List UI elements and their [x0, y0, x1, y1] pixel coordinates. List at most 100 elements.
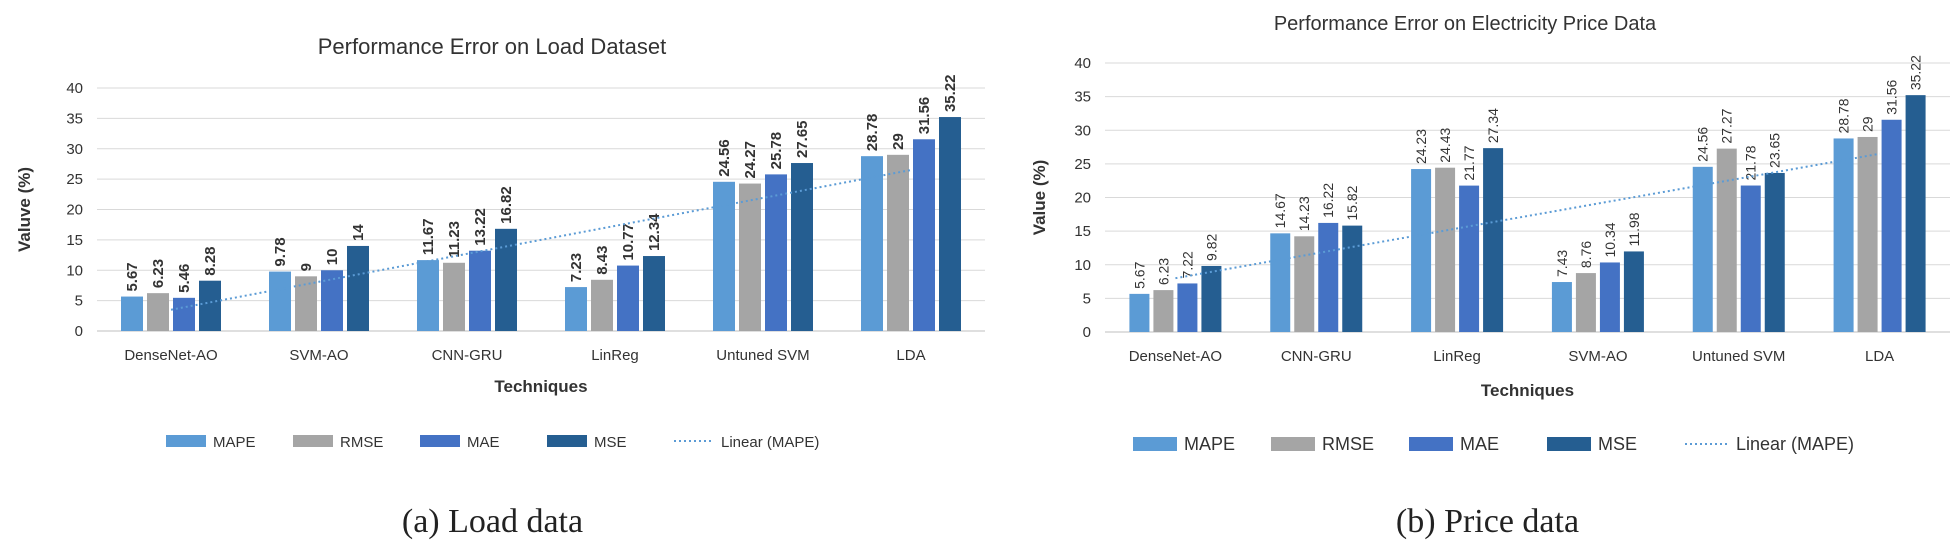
data-label: 29: [1860, 116, 1876, 132]
legend-label-trendline: Linear (MAPE): [1736, 434, 1854, 454]
legend-swatch-mae: [420, 435, 460, 447]
data-label: 6.23: [150, 259, 167, 288]
data-label: 16.22: [1320, 183, 1336, 218]
data-label: 10: [324, 249, 341, 266]
data-label: 14.23: [1296, 196, 1312, 231]
chart-electricity-price: Performance Error on Electricity Price D…: [1030, 13, 1950, 454]
bar-rmse: [591, 279, 613, 331]
bar-rmse: [1575, 273, 1596, 332]
data-label: 15.82: [1344, 185, 1360, 220]
legend-label-mape: MAPE: [213, 434, 256, 451]
bar-rmse: [739, 183, 761, 331]
data-label: 9.78: [272, 237, 289, 266]
data-label: 8.76: [1578, 241, 1594, 268]
data-label: 11.23: [446, 221, 463, 258]
y-tick-label: 0: [75, 323, 83, 340]
legend-swatch-rmse: [1271, 437, 1315, 451]
x-tick-label: Untuned SVM: [1692, 348, 1785, 365]
y-tick-label: 10: [66, 262, 83, 279]
data-label: 7.22: [1179, 251, 1195, 278]
legend-swatch-rmse: [293, 435, 333, 447]
data-label: 21.78: [1743, 145, 1759, 180]
bar-mae: [765, 174, 787, 331]
data-label: 27.65: [794, 120, 811, 158]
y-tick-label: 0: [1083, 324, 1091, 341]
data-label: 5.67: [1131, 261, 1147, 288]
data-label: 9: [298, 263, 315, 271]
x-tick-label: LDA: [1865, 348, 1894, 365]
y-tick-label: 15: [1074, 223, 1091, 240]
data-label: 9.82: [1203, 233, 1219, 260]
legend-label-mse: MSE: [1598, 434, 1637, 454]
bar-mae: [617, 265, 639, 331]
data-label: 35.22: [942, 74, 959, 112]
x-tick-label: CNN-GRU: [432, 347, 503, 364]
bar-mae: [1599, 262, 1620, 332]
bar-mae: [321, 270, 343, 331]
bar-mse: [1483, 148, 1504, 332]
data-label: 5.67: [124, 262, 141, 291]
data-label: 8.28: [202, 246, 219, 275]
caption-price-data: (b) Price data: [1395, 503, 1580, 540]
data-label: 10.77: [620, 223, 637, 261]
y-tick-label: 30: [1074, 122, 1091, 139]
bar-rmse: [147, 293, 169, 331]
bar-rmse: [1153, 290, 1174, 332]
bar-mse: [1342, 225, 1363, 332]
bar-mae: [1881, 119, 1902, 332]
bar-mape: [1270, 233, 1291, 332]
y-tick-label: 20: [1074, 190, 1091, 207]
x-tick-label: SVM-AO: [289, 347, 348, 364]
data-label: 10.34: [1602, 222, 1618, 257]
bar-mse: [1623, 251, 1644, 332]
caption-load-data: (a) Load data: [401, 503, 584, 540]
bar-rmse: [1294, 236, 1315, 332]
bar-mape: [1833, 138, 1854, 332]
y-tick-label: 15: [66, 232, 83, 249]
bar-mse: [1905, 95, 1926, 332]
y-tick-label: 40: [66, 80, 83, 97]
bar-rmse: [443, 262, 465, 331]
data-label: 21.77: [1461, 145, 1477, 180]
legend-swatch-mse: [1547, 437, 1591, 451]
data-label: 24.43: [1437, 127, 1453, 162]
bar-mape: [121, 296, 143, 331]
bar-mae: [913, 139, 935, 331]
bar-mae: [1459, 185, 1480, 332]
y-tick-label: 10: [1074, 257, 1091, 274]
bar-rmse: [887, 154, 909, 331]
data-label: 11.67: [420, 218, 437, 255]
y-tick-label: 5: [1083, 290, 1091, 307]
y-tick-label: 25: [1074, 156, 1091, 173]
bar-mse: [1764, 172, 1785, 332]
data-label: 28.78: [1836, 98, 1852, 133]
y-axis-label: Valuve (%): [15, 167, 34, 252]
trendline-mape: [170, 169, 912, 311]
data-label: 31.56: [1884, 80, 1900, 115]
panel-price-data: Performance Error on Electricity Price D…: [1025, 0, 1950, 550]
bar-mse: [199, 280, 221, 331]
x-tick-label: LDA: [896, 347, 925, 364]
data-label: 7.23: [568, 253, 585, 282]
data-label: 16.82: [498, 186, 515, 224]
x-axis-label: Techniques: [494, 377, 587, 396]
legend-label-mse: MSE: [594, 434, 627, 451]
bar-mape: [1411, 169, 1432, 332]
legend-label-mae: MAE: [467, 434, 500, 451]
bar-mae: [469, 250, 491, 331]
y-tick-label: 5: [75, 293, 83, 310]
bar-mse: [939, 117, 961, 331]
data-label: 28.78: [864, 114, 881, 152]
bar-mae: [1318, 222, 1339, 332]
legend-label-rmse: RMSE: [340, 434, 383, 451]
bar-rmse: [1716, 148, 1737, 332]
bar-rmse: [295, 276, 317, 331]
y-tick-label: 35: [66, 110, 83, 127]
bar-mse: [1201, 265, 1222, 332]
bar-mape: [269, 271, 291, 331]
x-tick-label: DenseNet-AO: [1129, 348, 1222, 365]
bar-mae: [1740, 185, 1761, 332]
x-tick-label: DenseNet-AO: [124, 347, 217, 364]
data-label: 29: [890, 133, 907, 150]
x-tick-label: LinReg: [591, 347, 639, 364]
